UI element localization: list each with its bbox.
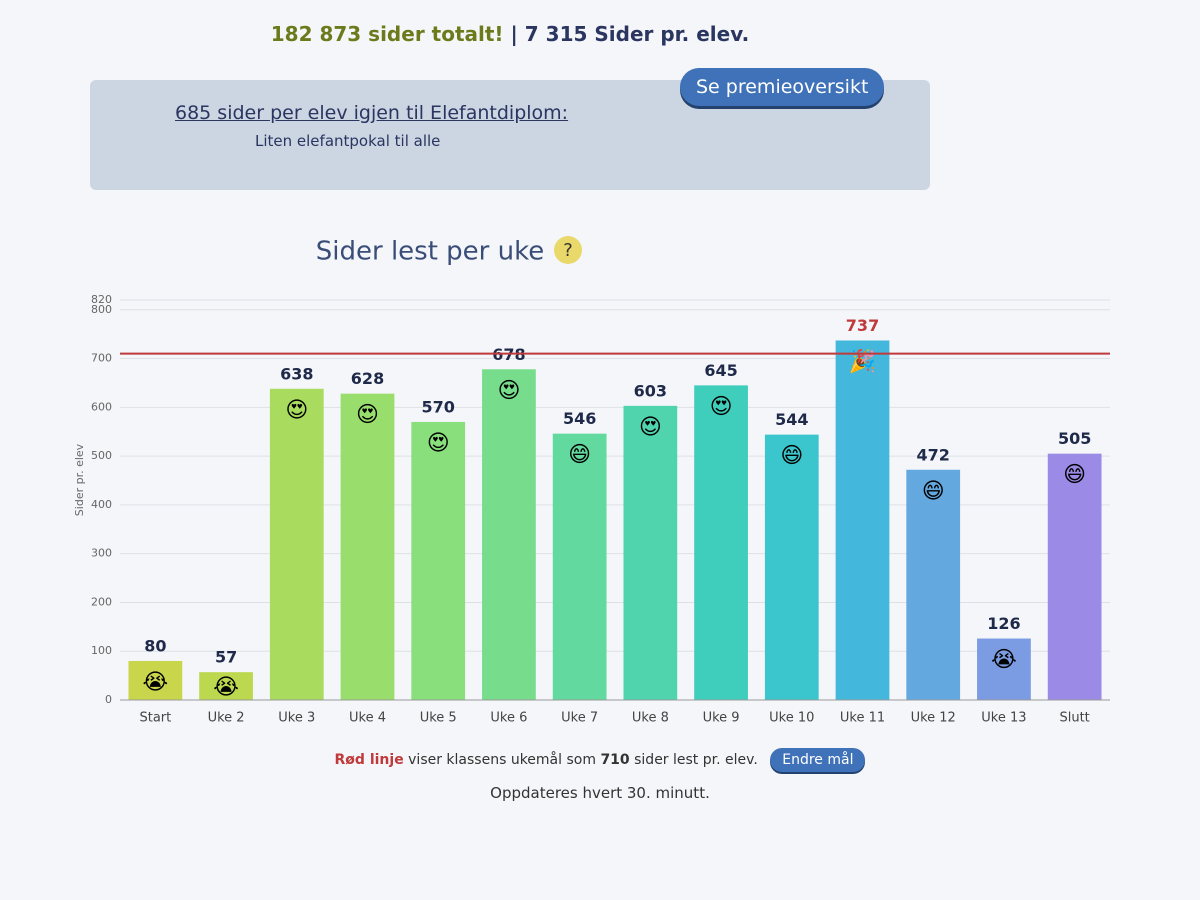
bar bbox=[977, 638, 1031, 700]
bar bbox=[623, 405, 678, 700]
value-label: 472 bbox=[917, 445, 950, 464]
value-label: 638 bbox=[280, 364, 313, 383]
bar-icon: 😭 bbox=[991, 648, 1017, 673]
x-tick-label: Uke 13 bbox=[981, 711, 1026, 726]
goal-box: 685 sider per elev igjen til Elefantdipl… bbox=[90, 68, 930, 190]
bar-icon: 😍 bbox=[497, 378, 520, 403]
bar-icon: 😍 bbox=[710, 394, 733, 419]
x-tick-label: Uke 6 bbox=[490, 711, 527, 726]
bar-icon: 🎉 bbox=[849, 348, 876, 374]
y-tick-label: 200 bbox=[91, 595, 112, 608]
value-label: 57 bbox=[215, 648, 237, 667]
bar bbox=[269, 388, 324, 700]
bar-icon: 😄 bbox=[922, 479, 945, 504]
stats: 182 873 sider totalt! | 7 315 Sider pr. … bbox=[0, 22, 1020, 46]
bar bbox=[764, 434, 819, 700]
help-icon[interactable] bbox=[554, 236, 582, 264]
x-tick-label: Uke 11 bbox=[840, 711, 885, 726]
x-tick-label: Start bbox=[139, 711, 171, 726]
value-label: 628 bbox=[351, 369, 384, 388]
footer: Rød linje viser klassens ukemål som 710 … bbox=[0, 748, 1200, 802]
bar bbox=[199, 672, 253, 700]
note-after: sider lest pr. elev. bbox=[634, 752, 758, 768]
bar-icon: 😍 bbox=[356, 403, 379, 428]
y-tick-label: 0 bbox=[105, 693, 112, 706]
x-tick-label: Uke 4 bbox=[349, 711, 386, 726]
y-tick-label: 700 bbox=[91, 352, 112, 365]
update-text: Oppdateres hvert 30. minutt. bbox=[490, 784, 710, 802]
x-tick-label: Uke 5 bbox=[420, 711, 457, 726]
separator: | bbox=[510, 22, 518, 46]
x-tick-label: Uke 12 bbox=[911, 711, 956, 726]
bar bbox=[906, 469, 961, 700]
bar-icon: 😄 bbox=[780, 444, 803, 469]
change-goal-button[interactable]: Endre mål bbox=[770, 748, 866, 772]
x-tick-label: Uke 8 bbox=[632, 711, 669, 726]
bar-icon: 😄 bbox=[1063, 463, 1086, 488]
y-tick-label: 820 bbox=[91, 293, 112, 306]
total: 182 873 sider totalt! bbox=[270, 22, 504, 46]
bar bbox=[694, 385, 748, 700]
chart-title: Sider lest per uke bbox=[316, 237, 544, 267]
note: Rød linje viser klassens ukemål som 710 … bbox=[0, 748, 1200, 772]
value-label: 505 bbox=[1058, 429, 1091, 448]
y-tick-label: 400 bbox=[91, 498, 112, 511]
bar bbox=[552, 433, 607, 700]
x-tick-label: Uke 2 bbox=[208, 711, 245, 726]
bar-icon: 😭 bbox=[142, 670, 168, 695]
bar bbox=[340, 393, 395, 700]
bar-icon: 😄 bbox=[568, 443, 591, 468]
value-label: 126 bbox=[987, 614, 1020, 633]
value-label: 544 bbox=[775, 410, 808, 429]
bar-icon: 😍 bbox=[639, 415, 662, 440]
reward: Liten elefantpokal til alle bbox=[255, 132, 441, 150]
y-tick-label: 100 bbox=[91, 644, 112, 657]
y-tick-label: 600 bbox=[91, 400, 112, 413]
bar bbox=[482, 369, 536, 700]
goal-value: 710 bbox=[600, 752, 630, 768]
value-label: 737 bbox=[846, 316, 879, 335]
x-tick-label: Uke 7 bbox=[561, 711, 598, 726]
help-text[interactable]: ? bbox=[563, 240, 573, 261]
bar-icon: 😍 bbox=[427, 431, 450, 456]
x-tick-label: Slutt bbox=[1059, 711, 1089, 726]
x-tick-label: Uke 3 bbox=[278, 711, 315, 726]
y-tick-label: 800 bbox=[91, 303, 112, 316]
prize-button[interactable]: Se premieoversikt bbox=[680, 68, 885, 106]
y-tick-label: 300 bbox=[91, 547, 112, 560]
per-student: 7 315 Sider pr. elev. bbox=[524, 22, 750, 46]
value-label: 603 bbox=[634, 381, 667, 400]
bar bbox=[128, 660, 183, 700]
value-label: 570 bbox=[422, 397, 455, 416]
goal-text: 685 sider per elev igjen til Elefantdipl… bbox=[175, 102, 569, 124]
y-tick-label: 500 bbox=[91, 449, 112, 462]
x-tick-label: Uke 9 bbox=[703, 711, 740, 726]
note-highlight: Rød linje bbox=[334, 752, 404, 768]
value-label: 645 bbox=[704, 361, 737, 380]
bar-icon: 😭 bbox=[213, 675, 239, 700]
note-before: viser klassens ukemål som bbox=[408, 752, 596, 768]
x-tick-label: Uke 10 bbox=[769, 711, 814, 726]
value-label: 80 bbox=[144, 636, 166, 655]
bar-icon: 😍 bbox=[285, 398, 308, 423]
y-axis-label: Sider pr. elev bbox=[73, 443, 86, 516]
bar bbox=[1047, 453, 1102, 700]
bar bbox=[835, 340, 890, 700]
bar bbox=[411, 421, 466, 700]
value-label: 546 bbox=[563, 409, 596, 428]
